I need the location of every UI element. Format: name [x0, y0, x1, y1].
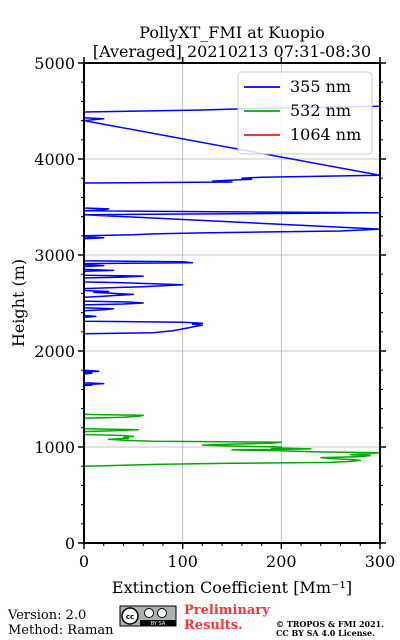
- chart-title: PollyXT_FMI at Kuopio: [139, 23, 325, 42]
- svg-text:cc: cc: [126, 613, 134, 621]
- y-tick-label: 5000: [34, 54, 75, 73]
- x-tick-label: 300: [365, 552, 396, 571]
- preliminary-line2: Results.: [184, 618, 243, 633]
- series-layer: [84, 105, 380, 467]
- legend-label: 355 nm: [290, 77, 351, 96]
- x-axis-label: Extinction Coefficient [Mm⁻¹]: [112, 578, 352, 597]
- y-tick-label: 1000: [34, 438, 75, 457]
- series-line-355-nm: [84, 105, 380, 387]
- sa-icon: [157, 608, 167, 618]
- y-tick-label: 0: [65, 534, 75, 553]
- series-line-532-nm: [84, 413, 380, 467]
- x-axis-label-base: Extinction Coefficient [Mm⁻¹]: [112, 578, 352, 597]
- y-axis-label: Height (m): [9, 259, 28, 347]
- x-tick-label: 0: [79, 552, 89, 571]
- copyright-line1: © TROPOS & FMI 2021.: [276, 619, 384, 629]
- plot-frame: [83, 62, 381, 544]
- cc-icon: [121, 607, 139, 625]
- y-tick-label: 2000: [34, 342, 75, 361]
- y-tick-label: 4000: [34, 150, 75, 169]
- license-badge-label: BY SA: [151, 621, 166, 627]
- y-tick-label: 3000: [34, 246, 75, 265]
- legend-label: 532 nm: [290, 101, 351, 120]
- preliminary-line1: Preliminary: [184, 603, 270, 618]
- x-tick-label: 200: [266, 552, 297, 571]
- legend-box: [237, 71, 373, 155]
- version-text: Version: 2.0: [7, 608, 86, 623]
- method-text: Method: Raman: [8, 623, 114, 638]
- legend-label: 1064 nm: [290, 125, 361, 144]
- copyright-line2: CC BY SA 4.0 License.: [276, 628, 375, 638]
- by-icon: [144, 608, 154, 618]
- cc-license-badge: cc BY SA: [119, 605, 177, 627]
- chart-subtitle: [Averaged] 20210213 07:31-08:30: [93, 42, 371, 61]
- x-tick-label: 100: [167, 552, 198, 571]
- legend: 355 nm 532 nm 1064 nm: [237, 71, 373, 155]
